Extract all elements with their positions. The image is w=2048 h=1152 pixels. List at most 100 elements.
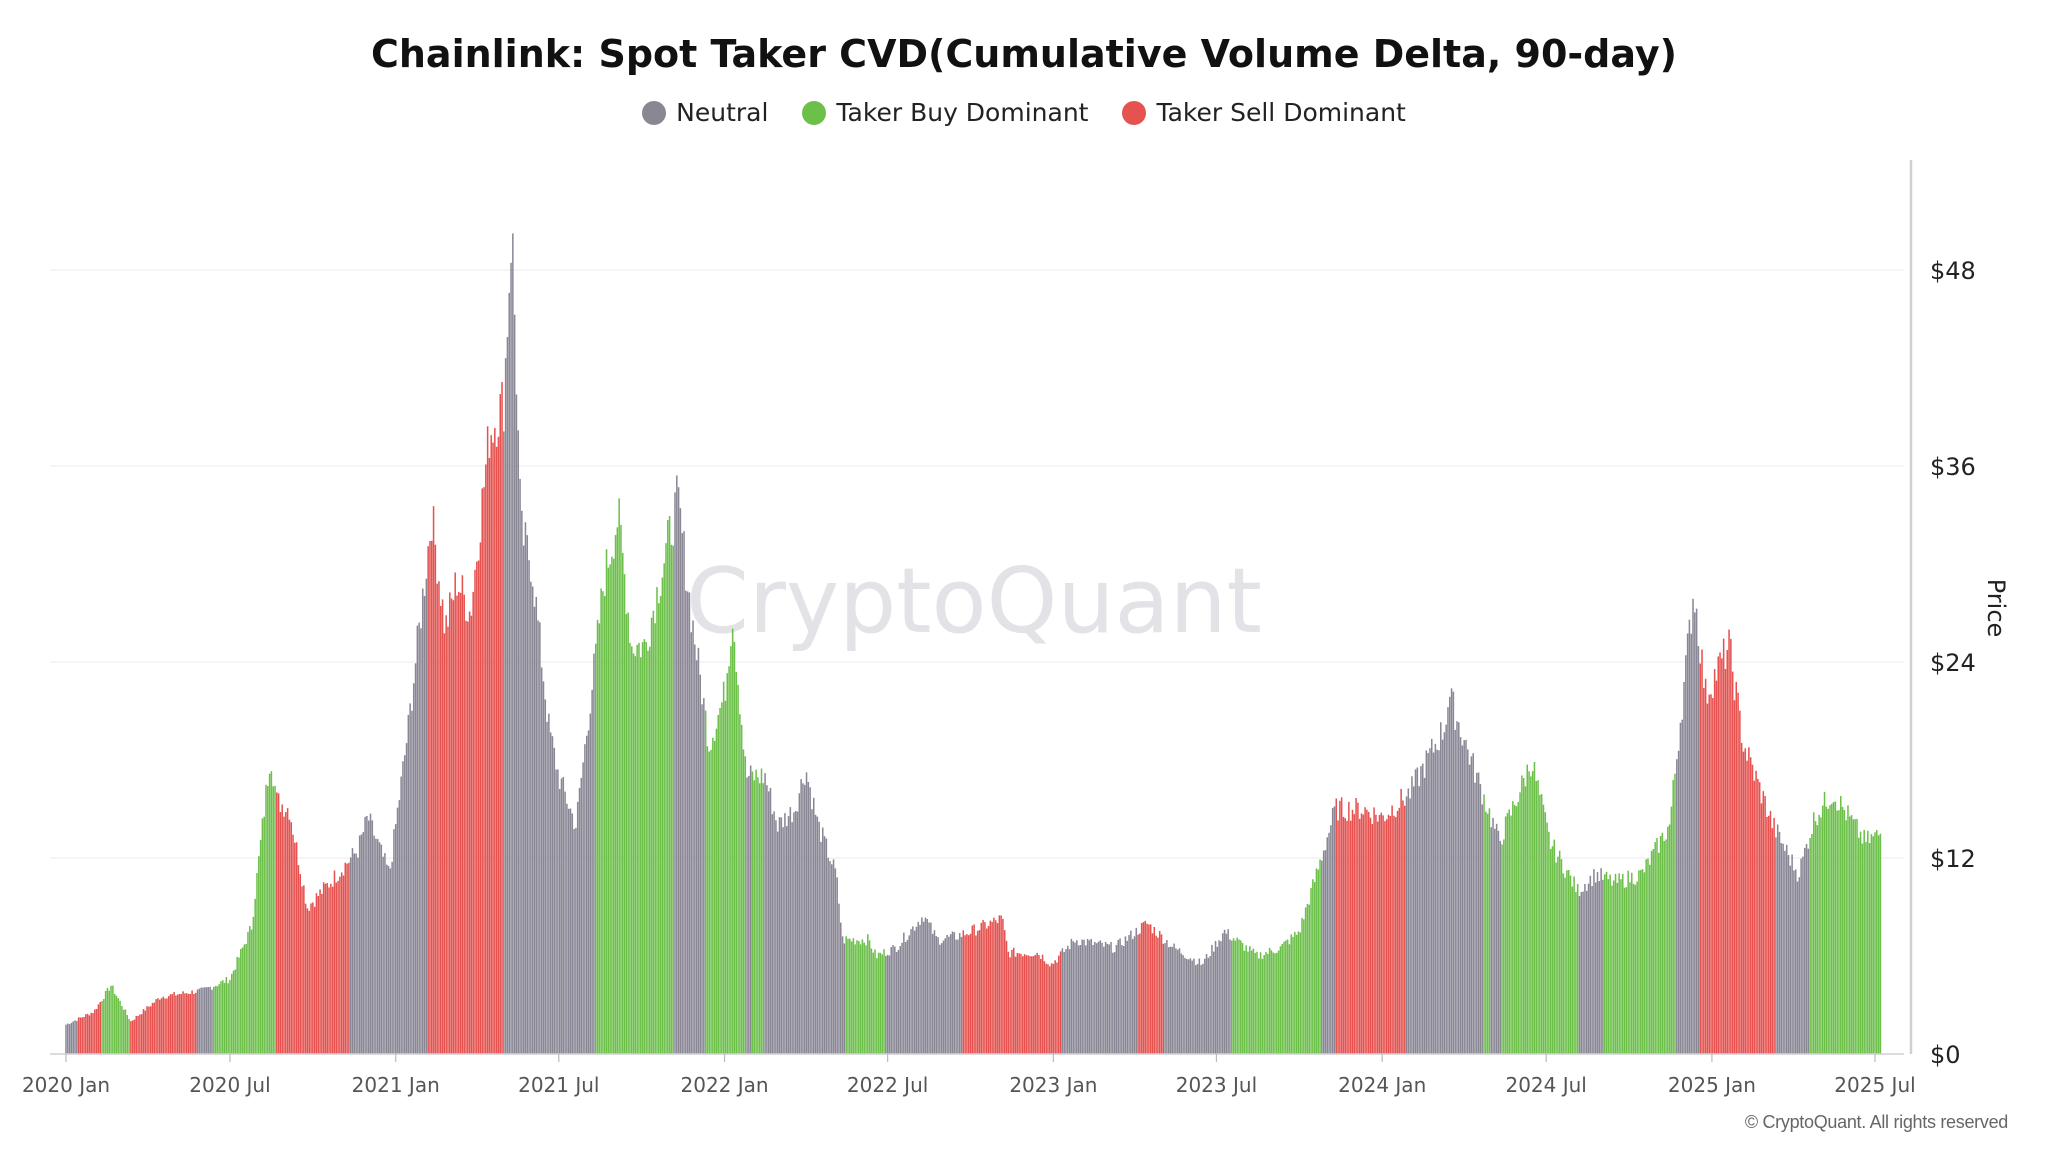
bar bbox=[236, 956, 238, 1054]
bar bbox=[411, 710, 413, 1054]
bar bbox=[494, 428, 496, 1054]
bar bbox=[1378, 815, 1381, 1054]
bar bbox=[1481, 804, 1483, 1054]
bar bbox=[1173, 943, 1175, 1054]
bar bbox=[312, 902, 314, 1054]
bar bbox=[178, 993, 181, 1054]
bar bbox=[1807, 848, 1810, 1054]
bar bbox=[1499, 840, 1501, 1054]
bar bbox=[1254, 952, 1256, 1054]
bar bbox=[931, 933, 934, 1054]
bar bbox=[821, 827, 824, 1054]
bar bbox=[1072, 941, 1074, 1054]
bar bbox=[184, 993, 186, 1054]
bar bbox=[712, 737, 714, 1054]
bar bbox=[890, 947, 892, 1054]
bar bbox=[1122, 946, 1125, 1054]
bar bbox=[315, 893, 318, 1054]
bar bbox=[1059, 951, 1062, 1054]
bar bbox=[647, 650, 649, 1054]
bar bbox=[1045, 963, 1047, 1054]
bar bbox=[313, 906, 316, 1054]
bar bbox=[88, 1015, 91, 1054]
bar bbox=[128, 1019, 130, 1054]
bar bbox=[614, 535, 617, 1054]
bar bbox=[268, 773, 271, 1054]
bar bbox=[838, 903, 840, 1054]
bar bbox=[1232, 938, 1235, 1054]
bar bbox=[1243, 950, 1246, 1054]
bar bbox=[942, 940, 945, 1054]
bar bbox=[582, 762, 584, 1054]
bar bbox=[1868, 843, 1871, 1054]
bar bbox=[1854, 819, 1856, 1054]
legend-item-taker-buy[interactable]: Taker Buy Dominant bbox=[802, 98, 1088, 127]
bar bbox=[272, 786, 274, 1054]
bar bbox=[1778, 831, 1781, 1054]
bar bbox=[375, 838, 377, 1054]
bar bbox=[1362, 814, 1365, 1054]
bar bbox=[486, 426, 489, 1054]
bar bbox=[335, 882, 338, 1054]
bar bbox=[1153, 926, 1156, 1054]
bar bbox=[789, 807, 792, 1054]
bar bbox=[1524, 786, 1527, 1054]
bar bbox=[1614, 873, 1617, 1054]
bar bbox=[690, 632, 692, 1054]
bar bbox=[524, 522, 527, 1054]
bar bbox=[818, 821, 820, 1054]
bar bbox=[310, 903, 312, 1054]
bar bbox=[358, 835, 361, 1054]
bar bbox=[187, 993, 190, 1054]
bar bbox=[681, 533, 683, 1054]
bar bbox=[1353, 814, 1356, 1054]
bar bbox=[987, 926, 990, 1054]
bar bbox=[1805, 843, 1808, 1054]
bar bbox=[1394, 817, 1397, 1054]
bar bbox=[1389, 815, 1392, 1054]
bar bbox=[1303, 919, 1305, 1054]
bar bbox=[623, 574, 626, 1054]
bar bbox=[746, 777, 748, 1054]
legend-item-taker-sell[interactable]: Taker Sell Dominant bbox=[1122, 98, 1406, 127]
bar bbox=[418, 622, 420, 1054]
bar bbox=[785, 826, 788, 1054]
bar bbox=[798, 793, 801, 1054]
bar bbox=[1704, 678, 1707, 1054]
bar bbox=[539, 622, 541, 1054]
bar bbox=[371, 820, 374, 1054]
bar bbox=[852, 938, 855, 1054]
bar bbox=[946, 934, 948, 1054]
bar bbox=[1041, 954, 1044, 1054]
bar bbox=[1029, 956, 1031, 1054]
bar bbox=[1162, 943, 1165, 1054]
bar bbox=[1755, 770, 1757, 1054]
legend-item-neutral[interactable]: Neutral bbox=[642, 98, 768, 127]
bar bbox=[483, 487, 485, 1055]
bar bbox=[193, 993, 195, 1054]
bar bbox=[112, 985, 114, 1054]
bar bbox=[421, 588, 424, 1054]
bars bbox=[65, 233, 1882, 1055]
bar bbox=[1020, 953, 1022, 1054]
bar bbox=[276, 792, 278, 1054]
bar bbox=[1373, 807, 1375, 1054]
bar bbox=[412, 683, 415, 1054]
legend: Neutral Taker Buy Dominant Taker Sell Do… bbox=[0, 98, 2048, 127]
bar bbox=[1146, 923, 1148, 1054]
bar bbox=[1196, 964, 1199, 1054]
bar bbox=[1012, 947, 1015, 1054]
bar bbox=[1158, 930, 1161, 1054]
bar bbox=[827, 857, 829, 1054]
bar bbox=[467, 621, 469, 1054]
bar bbox=[994, 920, 997, 1054]
bar bbox=[1155, 935, 1157, 1054]
bar bbox=[1032, 956, 1035, 1054]
bar bbox=[139, 1014, 141, 1054]
bar bbox=[953, 932, 956, 1054]
bar bbox=[1825, 806, 1828, 1054]
bar bbox=[1063, 951, 1065, 1054]
bar bbox=[1315, 868, 1318, 1054]
bar bbox=[427, 546, 429, 1054]
bar bbox=[805, 772, 808, 1054]
